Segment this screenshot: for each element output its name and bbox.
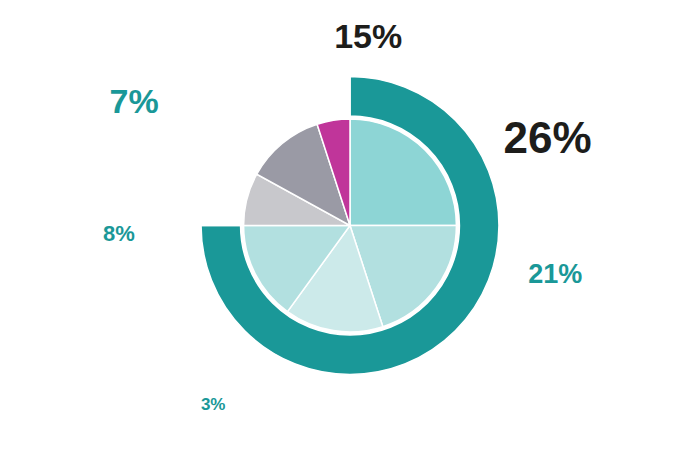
annotation: 21% (528, 259, 582, 289)
annotation: 3% (201, 395, 226, 414)
chart-svg: 7% 8% 3% 15% 26% 21% (0, 0, 700, 451)
pie-slice (317, 119, 350, 225)
annotations: 7% 8% 3% 15% 26% 21% (103, 17, 592, 415)
annotation: 26% (504, 113, 592, 162)
pie-slice (201, 77, 499, 375)
pie-slice (201, 77, 350, 226)
annotation: 8% (103, 221, 135, 246)
ring-1 (201, 77, 499, 375)
pie-group (201, 77, 499, 375)
annotation: 7% (110, 82, 159, 120)
annotation: 15% (334, 17, 402, 55)
ring-0 (244, 119, 457, 332)
